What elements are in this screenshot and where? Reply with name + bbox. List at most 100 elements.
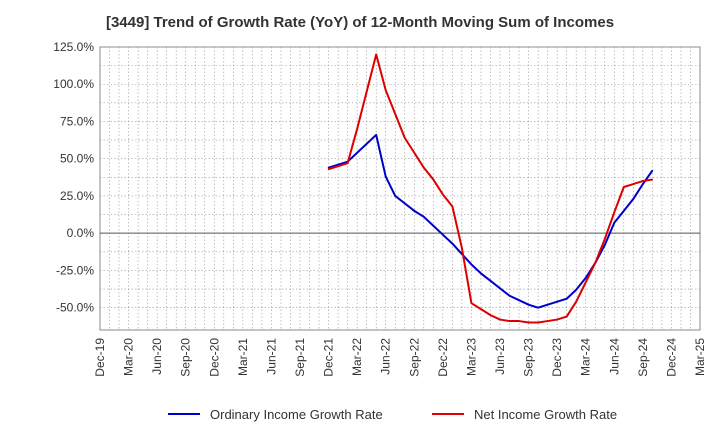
data-point: [603, 244, 606, 246]
data-point: [584, 277, 587, 279]
x-tick-label: Mar-21: [236, 338, 250, 376]
data-point: [423, 166, 425, 169]
data-point: [508, 294, 511, 297]
data-point: [480, 308, 482, 310]
data-point: [613, 221, 616, 224]
data-point: [556, 300, 558, 303]
x-tick-label: Dec-21: [322, 338, 336, 377]
y-tick-label: -50.0%: [56, 301, 94, 315]
data-point: [375, 53, 377, 56]
x-tick-label: Dec-22: [436, 338, 450, 377]
data-point: [470, 263, 473, 266]
data-point: [537, 306, 539, 309]
data-point: [651, 169, 654, 172]
x-tick-label: Dec-19: [93, 338, 107, 377]
data-point: [556, 318, 558, 321]
data-point: [394, 113, 397, 115]
series-2: [327, 53, 654, 324]
data-point: [584, 281, 587, 284]
legend: Ordinary Income Growth Rate Net Income Gr…: [168, 407, 617, 422]
x-tick-label: Sep-21: [293, 338, 307, 377]
data-point: [642, 180, 644, 182]
x-tick-label: Jun-20: [150, 338, 164, 375]
data-point: [461, 247, 463, 249]
data-point: [403, 137, 406, 139]
data-point: [518, 299, 520, 302]
data-point: [356, 128, 358, 130]
chart-title: [3449] Trend of Growth Rate (YoY) of 12-…: [105, 14, 615, 31]
data-point: [527, 321, 530, 324]
data-point: [632, 198, 635, 200]
data-point: [642, 183, 644, 185]
y-tick-label: 25.0%: [60, 189, 94, 203]
x-tick-label: Dec-23: [550, 338, 564, 377]
data-point: [527, 303, 530, 306]
data-point: [451, 205, 454, 208]
data-point: [413, 151, 416, 154]
data-point: [546, 320, 549, 322]
data-point: [356, 151, 358, 154]
x-tick-label: Sep-23: [522, 338, 536, 377]
data-point: [451, 242, 454, 245]
data-point: [499, 318, 501, 321]
x-tick-label: Mar-22: [350, 338, 364, 376]
y-tick-label: 75.0%: [60, 114, 94, 128]
data-point: [518, 320, 520, 322]
y-tick-label: -25.0%: [56, 263, 94, 277]
x-tick-label: Sep-24: [636, 338, 650, 377]
x-tick-label: Mar-20: [122, 338, 136, 376]
data-point: [489, 314, 492, 316]
x-tick-label: Mar-24: [579, 338, 593, 376]
data-point: [565, 297, 568, 300]
x-tick-label: Sep-22: [407, 338, 421, 377]
plot-area: [99, 46, 701, 331]
x-tick-label: Sep-20: [179, 338, 193, 377]
data-point: [442, 193, 444, 196]
y-tick-label: 125.0%: [53, 40, 94, 54]
data-point: [432, 178, 435, 181]
y-tick-label: 100.0%: [53, 77, 94, 91]
data-point: [603, 238, 606, 240]
data-point: [651, 178, 654, 181]
legend-label: Net Income Growth Rate: [474, 407, 617, 422]
data-point: [442, 233, 444, 236]
x-tick-label: Dec-20: [207, 338, 221, 377]
x-tick-label: Dec-24: [664, 338, 678, 377]
y-tick-label: 50.0%: [60, 152, 94, 166]
x-tick-label: Jun-21: [264, 338, 278, 375]
data-point: [423, 216, 425, 218]
data-point: [346, 162, 349, 164]
data-point: [413, 210, 416, 212]
data-point: [632, 183, 635, 185]
data-point: [565, 315, 568, 318]
data-point: [384, 89, 387, 91]
x-tick-label: Mar-25: [693, 338, 707, 376]
data-point: [384, 175, 387, 178]
data-point: [489, 280, 492, 282]
data-point: [470, 302, 473, 304]
data-point: [375, 134, 377, 136]
data-point: [623, 210, 625, 212]
x-tick-label: Mar-23: [464, 338, 478, 376]
data-point: [575, 300, 577, 303]
data-point: [365, 143, 368, 145]
y-tick-label: 0.0%: [67, 226, 95, 240]
data-point: [394, 195, 397, 197]
data-point: [575, 288, 577, 291]
x-tick-label: Jun-24: [607, 338, 621, 375]
data-point: [613, 211, 616, 214]
data-point: [337, 165, 339, 167]
data-point: [546, 303, 549, 306]
legend-label: Ordinary Income Growth Rate: [210, 407, 383, 422]
x-tick-label: Jun-23: [493, 338, 507, 375]
data-point: [403, 202, 406, 205]
data-point: [327, 168, 330, 170]
data-point: [432, 224, 435, 227]
data-point: [623, 186, 625, 188]
data-point: [594, 262, 597, 264]
data-point: [365, 90, 368, 93]
data-point: [508, 320, 511, 322]
data-point: [499, 287, 501, 290]
x-tick-label: Jun-22: [379, 338, 393, 375]
